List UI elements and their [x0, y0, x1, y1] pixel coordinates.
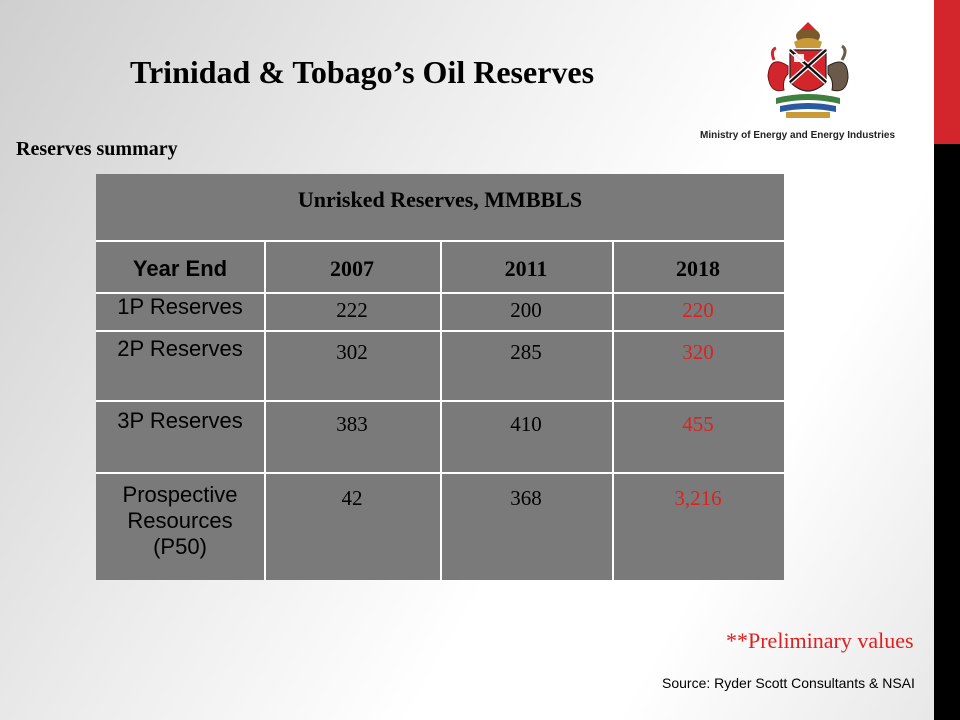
slide-title: Trinidad & Tobago’s Oil Reserves: [130, 54, 595, 90]
header-2011: 2011: [504, 256, 548, 281]
column-divider: [612, 242, 614, 580]
value-cell: 285: [510, 340, 542, 364]
table-row: 1P Reserves 222 200 220: [96, 294, 784, 326]
value-cell: 302: [336, 340, 368, 364]
row-label: 3P Reserves: [117, 408, 243, 433]
row-label: 1P Reserves: [117, 294, 243, 319]
row-label: 2P Reserves: [117, 336, 243, 361]
table-header-row: Year End 2007 2011 2018: [96, 244, 784, 292]
value-cell-highlight: 3,216: [674, 486, 722, 510]
header-2007: 2007: [330, 256, 374, 281]
table-row: 3P Reserves 383 410 455: [96, 404, 784, 470]
slide-subtitle: Reserves summary: [16, 138, 178, 160]
value-cell: 383: [336, 412, 368, 436]
column-divider: [264, 242, 266, 580]
column-divider: [440, 242, 442, 580]
row-divider: [96, 472, 784, 474]
value-cell: 222: [336, 298, 368, 322]
header-2018: 2018: [676, 256, 720, 281]
row-divider: [96, 330, 784, 332]
header-year-end: Year End: [132, 256, 228, 281]
accent-band-black: [934, 144, 960, 720]
table-row: Prospective Resources (P50) 42 368 3,216: [96, 478, 784, 580]
value-cell-highlight: 455: [682, 412, 714, 436]
value-cell: 42: [341, 486, 363, 510]
value-cell: 410: [510, 412, 542, 436]
value-cell: 200: [510, 298, 542, 322]
row-divider: [96, 400, 784, 402]
coat-of-arms-emblem: [767, 22, 849, 118]
value-cell-highlight: 320: [682, 340, 714, 364]
accent-band-red: [934, 0, 960, 144]
row-label: Prospective Resources (P50): [122, 482, 238, 559]
table-row: 2P Reserves 302 285 320: [96, 334, 784, 398]
source-note: Source: Ryder Scott Consultants & NSAI: [662, 675, 915, 691]
ministry-label: Ministry of Energy and Energy Industries: [700, 130, 896, 141]
table-caption: Unrisked Reserves, MMBBLS: [96, 174, 784, 242]
value-cell-highlight: 220: [682, 298, 714, 322]
value-cell: 368: [510, 486, 542, 510]
preliminary-note: **Preliminary values: [726, 628, 914, 653]
reserves-table: Unrisked Reserves, MMBBLS Year End 2007 …: [96, 174, 784, 580]
row-divider: [96, 292, 784, 294]
